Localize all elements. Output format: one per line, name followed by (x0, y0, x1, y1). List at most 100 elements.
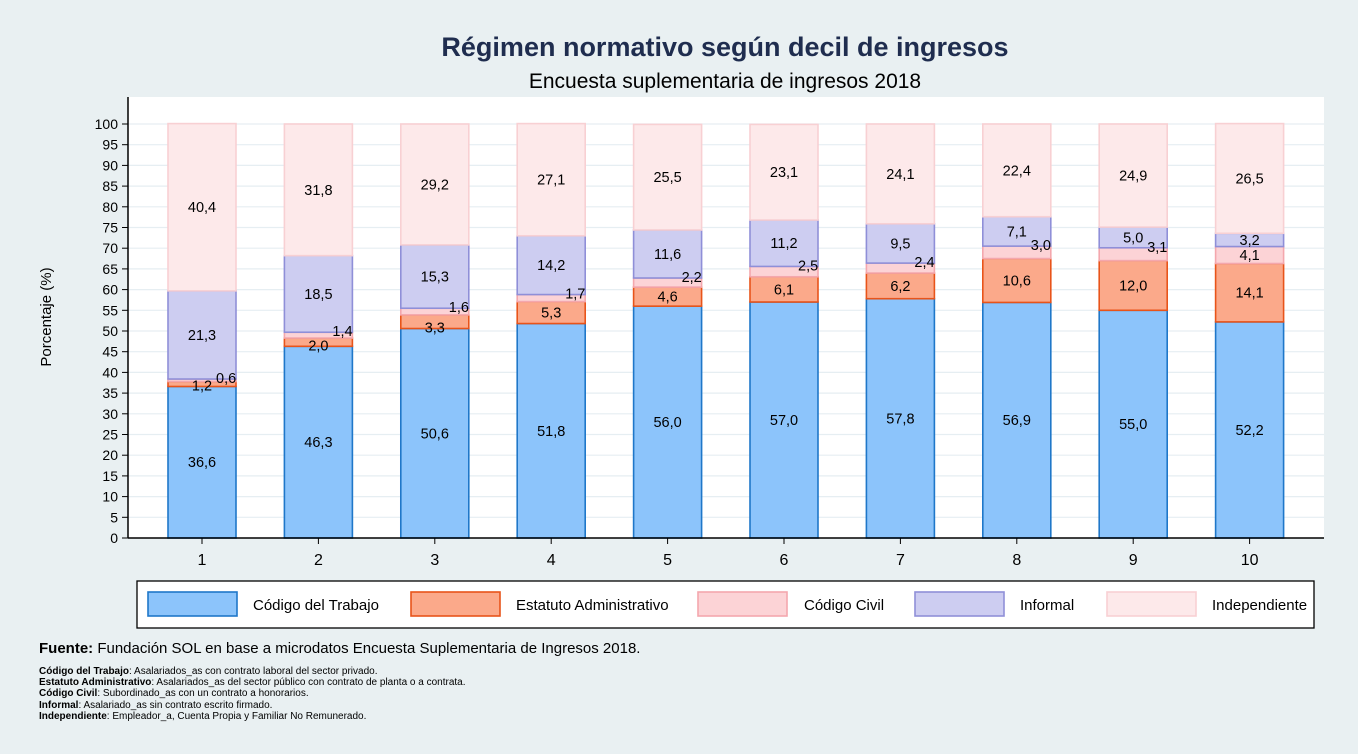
data-label: 57,8 (886, 411, 914, 427)
bar-segment (1098, 123, 1168, 228)
data-label: 3,2 (1240, 233, 1260, 249)
note-term: Informal (39, 699, 79, 711)
note-term: Independiente (39, 710, 107, 722)
y-tick-label: 50 (102, 323, 118, 339)
chart-title: Régimen normativo según decil de ingreso… (441, 32, 1008, 62)
chart-subtitle: Encuesta suplementaria de ingresos 2018 (529, 70, 921, 93)
data-label: 24,9 (1119, 169, 1147, 185)
bar-segment (632, 123, 703, 231)
notes: Código del Trabajo: Asalariados_as con c… (39, 666, 466, 722)
data-label: 1,2 (192, 378, 212, 394)
x-tick-label: 9 (1129, 552, 1138, 569)
data-label: 31,8 (304, 183, 332, 199)
data-label: 1,6 (449, 300, 469, 316)
data-label: 15,3 (421, 270, 449, 286)
bar-segment (516, 322, 587, 539)
y-tick-label: 5 (110, 509, 118, 525)
data-label: 46,3 (304, 435, 332, 451)
legend-swatch (147, 591, 238, 617)
bar-segment (1098, 259, 1168, 312)
legend-label: Independiente (1212, 597, 1307, 614)
bar-segment (749, 123, 819, 221)
data-label: 29,2 (421, 177, 449, 193)
bar-segment (981, 215, 1052, 247)
data-label: 14,1 (1235, 286, 1263, 302)
source-line: Fuente: Fundación SOL en base a microdat… (39, 640, 640, 657)
bar-segment (981, 123, 1052, 218)
y-tick-label: 0 (110, 530, 118, 546)
data-label: 40,4 (188, 200, 216, 216)
data-label: 36,6 (188, 455, 216, 471)
legend-swatch (1106, 591, 1197, 617)
data-label: 11,6 (654, 247, 681, 263)
data-label: 2,2 (682, 270, 702, 286)
x-tick-label: 6 (780, 552, 789, 569)
y-tick-label: 85 (102, 178, 118, 194)
bar-segment (167, 122, 237, 292)
data-label: 5,0 (1123, 230, 1143, 246)
y-tick-label: 30 (102, 406, 118, 422)
data-label: 3,1 (1147, 240, 1167, 256)
y-tick-label: 60 (102, 282, 118, 298)
x-tick-label: 10 (1241, 552, 1259, 569)
y-tick-label: 45 (102, 344, 118, 360)
data-label: 4,1 (1240, 248, 1260, 264)
note-item: Informal: Asalariado_as sin contrato esc… (39, 700, 466, 711)
note-item: Código del Trabajo: Asalariados_as con c… (39, 666, 466, 677)
bar-segment (1214, 262, 1285, 323)
data-label: 7,1 (1007, 224, 1027, 240)
y-tick-label: 75 (102, 220, 118, 236)
y-tick-label: 15 (102, 468, 118, 484)
legend-items: Código del Trabajo Estatuto Administrativ… (147, 591, 1307, 617)
data-label: 1,4 (332, 324, 352, 340)
note-text: : Asalariados_as del sector público con … (151, 677, 466, 689)
data-label: 3,3 (425, 321, 445, 337)
bar-segment (167, 385, 237, 539)
x-tick-label: 2 (314, 552, 323, 569)
legend-swatch (410, 591, 501, 617)
data-label: 55,0 (1119, 417, 1147, 433)
data-label: 14,2 (537, 258, 565, 274)
data-label: 24,1 (886, 167, 914, 183)
bar-segment (981, 301, 1052, 539)
data-label: 1,7 (565, 287, 585, 303)
y-tick-label: 25 (102, 427, 118, 443)
bar-segment (749, 275, 819, 303)
legend-label: Informal (1020, 597, 1074, 614)
data-label: 11,2 (770, 236, 797, 252)
bar-segment (167, 290, 237, 380)
note-term: Código Civil (39, 688, 98, 700)
bar-segment (981, 257, 1052, 304)
data-label: 2,5 (798, 258, 818, 274)
note-term: Código del Trabajo (39, 666, 130, 677)
legend-swatch (697, 591, 788, 617)
data-label: 12,0 (1119, 278, 1147, 294)
x-tick-label: 4 (547, 552, 556, 569)
data-label: 22,4 (1003, 163, 1031, 179)
y-tick-label: 10 (102, 489, 118, 505)
bar-segment (749, 219, 819, 268)
data-label: 6,2 (890, 279, 910, 295)
data-label: 6,1 (774, 282, 794, 298)
legend: Código del Trabajo Estatuto Administrativ… (136, 580, 1315, 629)
data-label: 27,1 (537, 173, 565, 189)
y-tick-label: 95 (102, 137, 118, 153)
bar-segment (632, 229, 703, 279)
bar-segment (399, 123, 470, 246)
data-label: 10,6 (1003, 273, 1031, 289)
data-label: 18,5 (304, 287, 332, 303)
note-item: Estatuto Administrativo: Asalariados_as … (39, 677, 466, 688)
data-label: 57,0 (770, 413, 798, 429)
y-tick-label: 40 (102, 364, 118, 380)
data-label: 26,5 (1235, 171, 1263, 187)
bar-segment (865, 123, 936, 225)
y-tick-label: 70 (102, 240, 118, 256)
y-tick-label: 80 (102, 199, 118, 215)
y-axis-label: Porcentaje (%) (38, 267, 55, 366)
data-label: 0,6 (216, 371, 236, 387)
data-label: 9,5 (890, 236, 910, 252)
y-tick-label: 100 (95, 116, 119, 132)
bar-segment (516, 234, 587, 296)
legend-label: Código Civil (804, 597, 884, 614)
